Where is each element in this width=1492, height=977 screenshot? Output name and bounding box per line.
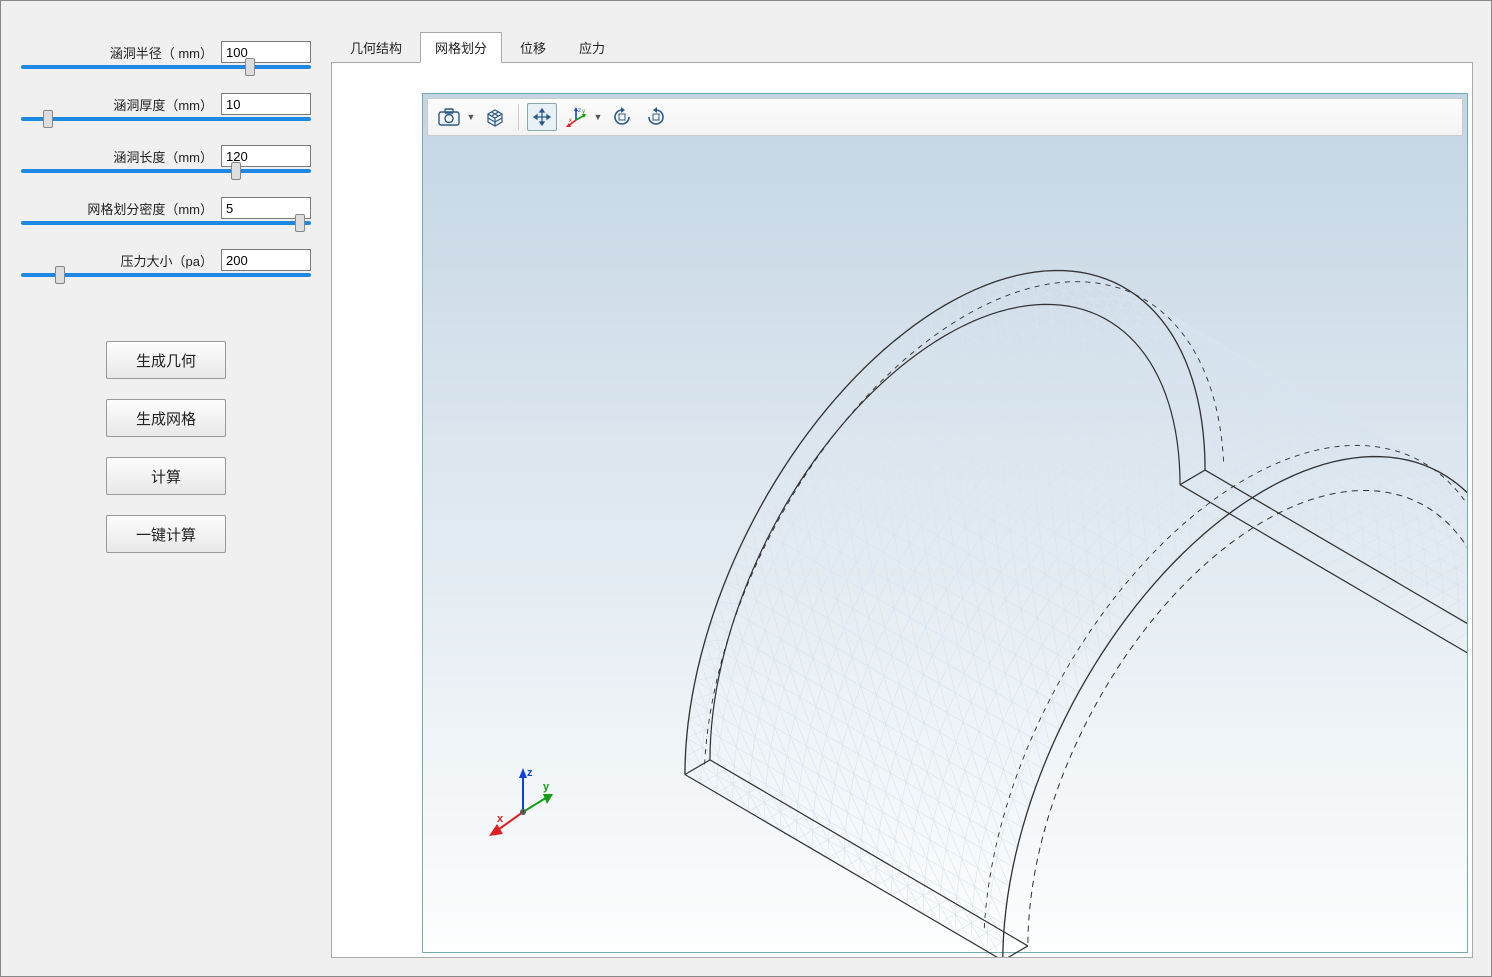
tab-displacement[interactable]: 位移 [505, 32, 561, 63]
generate-geometry-button[interactable]: 生成几何 [106, 341, 226, 379]
main-area: 几何结构 网格划分 位移 应力 ▼ [331, 1, 1491, 976]
viewport-toolbar: ▼ zy x ▼ [427, 98, 1463, 136]
svg-text:x: x [569, 118, 572, 124]
rotate-cw-icon[interactable] [641, 103, 671, 131]
param-group-radius: 涵洞半径（ mm） [21, 41, 311, 69]
app-window: 涵洞半径（ mm） 涵洞厚度（mm） 涵洞长度（mm） 网格划分密度（mm） [0, 0, 1492, 977]
pressure-slider[interactable] [21, 273, 311, 277]
mesh-slider[interactable] [21, 221, 311, 225]
axes-icon[interactable]: zy x [561, 103, 591, 131]
tab-stress[interactable]: 应力 [564, 32, 620, 63]
param-group-pressure: 压力大小（pa） [21, 249, 311, 277]
camera-dropdown[interactable]: ▼ [464, 103, 476, 131]
length-slider[interactable] [21, 169, 311, 173]
toolbar-separator [518, 104, 519, 130]
svg-text:y: y [582, 109, 585, 115]
one-click-compute-button[interactable]: 一键计算 [106, 515, 226, 553]
camera-icon[interactable] [434, 103, 464, 131]
mesh-viewport-svg [423, 132, 1467, 958]
tab-geometry[interactable]: 几何结构 [335, 32, 417, 63]
param-group-mesh: 网格划分密度（mm） [21, 197, 311, 225]
tabs: 几何结构 网格划分 位移 应力 [331, 31, 1473, 62]
viewport[interactable]: ▼ zy x ▼ [422, 93, 1468, 953]
axes-dropdown[interactable]: ▼ [591, 103, 603, 131]
tab-content: ▼ zy x ▼ [331, 62, 1473, 958]
radius-slider[interactable] [21, 65, 311, 69]
move-icon[interactable] [527, 103, 557, 131]
svg-text:z: z [578, 108, 581, 114]
rotate-ccw-icon[interactable] [607, 103, 637, 131]
button-stack: 生成几何 生成网格 计算 一键计算 [21, 341, 311, 553]
generate-mesh-button[interactable]: 生成网格 [106, 399, 226, 437]
param-group-length: 涵洞长度（mm） [21, 145, 311, 173]
thickness-slider[interactable] [21, 117, 311, 121]
tab-mesh[interactable]: 网格划分 [420, 32, 502, 63]
param-group-thickness: 涵洞厚度（mm） [21, 93, 311, 121]
sidebar: 涵洞半径（ mm） 涵洞厚度（mm） 涵洞长度（mm） 网格划分密度（mm） [1, 1, 331, 976]
compute-button[interactable]: 计算 [106, 457, 226, 495]
cube-icon[interactable] [480, 103, 510, 131]
